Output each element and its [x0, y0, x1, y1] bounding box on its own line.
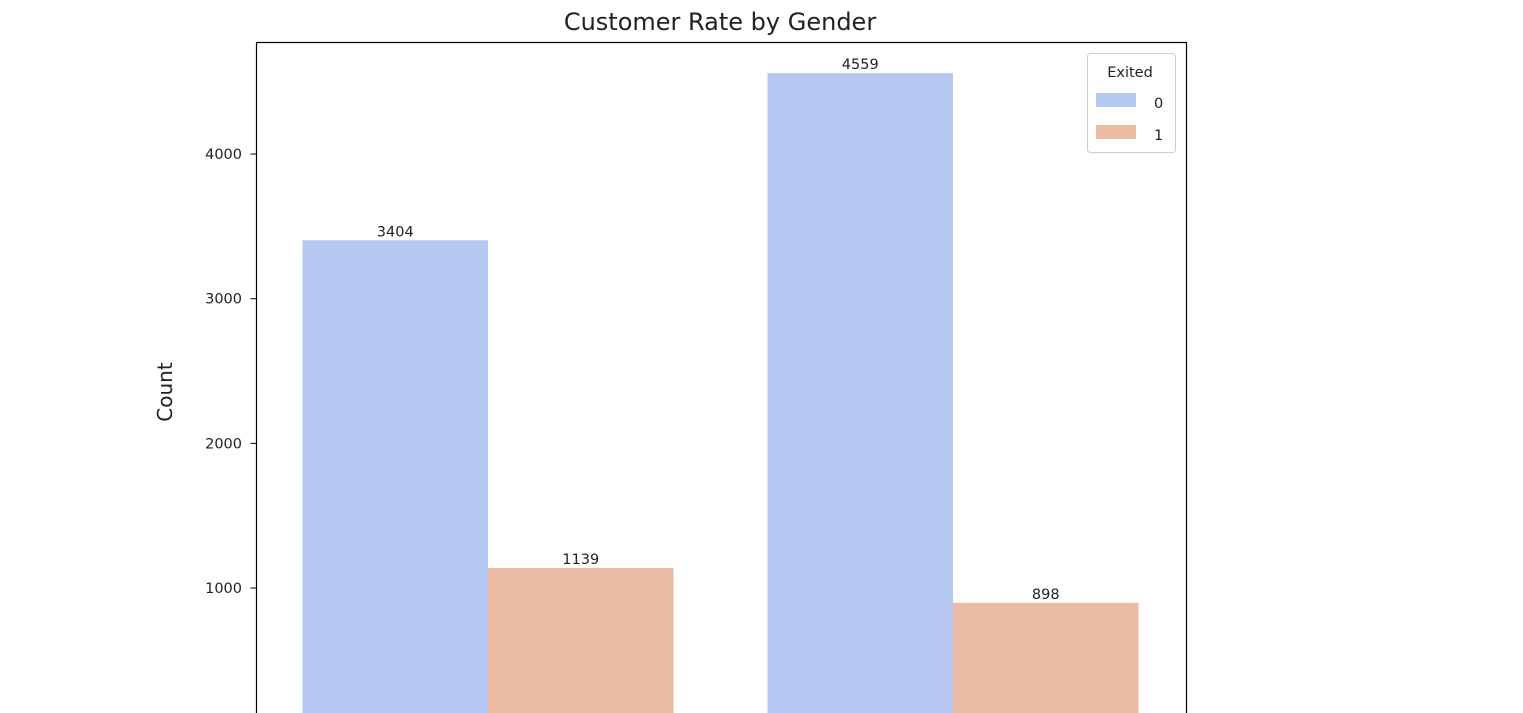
bar-series-0-group-0 [302, 240, 488, 713]
data-label-series-1-group-0: 1139 [562, 552, 599, 568]
bar-series-1-group-1 [953, 602, 1139, 713]
plot-frame [255, 41, 1188, 713]
y-tick-label-3: 4000 [205, 147, 242, 163]
y-tick-label-1: 2000 [205, 436, 242, 452]
legend-swatch-1 [1096, 125, 1136, 139]
data-label-series-0-group-1: 4559 [842, 57, 879, 73]
bar-series-1-group-0 [488, 567, 674, 713]
bar-series-0-group-1 [767, 73, 953, 713]
legend: Exited 0 1 [1087, 53, 1176, 153]
legend-label-1: 1 [1154, 128, 1163, 144]
y-axis-label: Count [153, 362, 177, 422]
legend-title: Exited [1107, 65, 1153, 81]
y-axis-ticks: 1000 2000 3000 4000 [205, 147, 257, 597]
data-label-series-1-group-1: 898 [1032, 587, 1060, 603]
chart-title: Customer Rate by Gender [564, 8, 877, 36]
y-tick-label-0: 1000 [205, 581, 242, 597]
data-labels: 3404 4559 1139 898 [377, 57, 1060, 603]
data-label-series-0-group-0: 3404 [377, 224, 414, 240]
legend-swatch-0 [1096, 93, 1136, 107]
y-tick-label-2: 3000 [205, 292, 242, 308]
legend-label-0: 0 [1154, 96, 1163, 112]
bars [302, 73, 1139, 713]
